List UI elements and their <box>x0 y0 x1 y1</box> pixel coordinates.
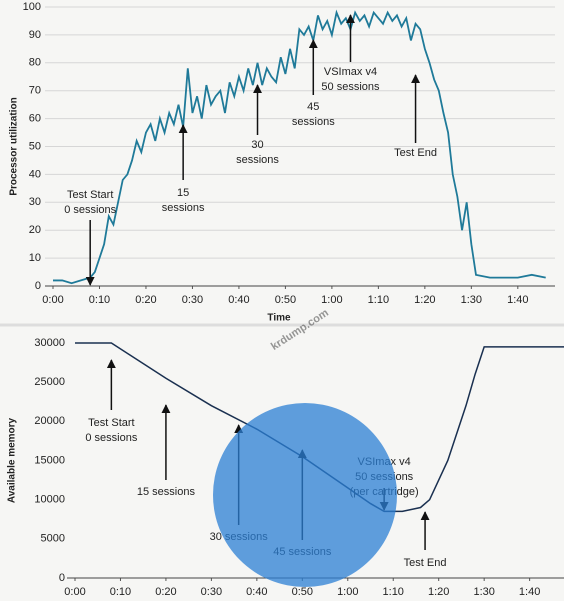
annotation: Test Start <box>67 189 113 201</box>
y-tick-label: 90 <box>29 29 41 41</box>
x-tick-label: 0:20 <box>155 586 176 598</box>
x-tick-label: 0:00 <box>64 586 85 598</box>
annotation: VSImax v4 <box>324 66 377 78</box>
data-line <box>53 9 546 285</box>
annotation: 45 <box>307 101 319 113</box>
annotation: 50 sessions <box>321 81 380 93</box>
x-tick-label: 1:10 <box>368 294 389 306</box>
x-tick-label: 0:00 <box>42 294 63 306</box>
annotation: Test End <box>404 557 447 569</box>
annotation: 0 sessions <box>64 204 116 216</box>
x-tick-label: 0:10 <box>89 294 110 306</box>
x-tick-label: 0:10 <box>110 586 131 598</box>
y-tick-label: 30000 <box>34 337 65 349</box>
annotation: sessions <box>236 154 279 166</box>
y-tick-label: 70 <box>29 85 41 97</box>
y-tick-label: 0 <box>35 280 41 292</box>
y-tick-label: 10 <box>29 252 41 264</box>
x-tick-label: 0:50 <box>275 294 296 306</box>
x-tick-label: 0:30 <box>182 294 203 306</box>
y-tick-label: 100 <box>23 1 41 13</box>
y-tick-label: 20 <box>29 224 41 236</box>
y-tick-label: 50 <box>29 140 41 152</box>
x-axis-label: Time <box>267 313 291 324</box>
annotation: sessions <box>292 116 335 128</box>
x-tick-label: 1:20 <box>428 586 449 598</box>
annotation: 30 <box>251 139 263 151</box>
x-tick-label: 1:40 <box>507 294 528 306</box>
y-tick-label: 0 <box>59 572 65 584</box>
y-tick-label: 5000 <box>41 533 65 545</box>
annotation: 15 sessions <box>137 486 196 498</box>
x-tick-label: 1:20 <box>414 294 435 306</box>
x-tick-label: 0:30 <box>201 586 222 598</box>
x-tick-label: 1:00 <box>321 294 342 306</box>
x-tick-label: 1:30 <box>461 294 482 306</box>
y-tick-label: 20000 <box>34 415 65 427</box>
x-tick-label: 0:20 <box>135 294 156 306</box>
annotation: Test End <box>394 147 437 159</box>
y-axis-label: Processor utilization <box>9 97 20 195</box>
annotation: 0 sessions <box>85 432 137 444</box>
x-tick-label: 1:10 <box>383 586 404 598</box>
annotation: 15 <box>177 187 189 199</box>
x-tick-label: 0:40 <box>246 586 267 598</box>
annotation: sessions <box>162 202 205 214</box>
y-tick-label: 10000 <box>34 494 65 506</box>
y-tick-label: 30 <box>29 196 41 208</box>
y-tick-label: 15000 <box>34 454 65 466</box>
x-tick-label: 1:00 <box>337 586 358 598</box>
x-tick-label: 0:40 <box>228 294 249 306</box>
logo <box>213 403 397 587</box>
x-tick-label: 1:40 <box>519 586 540 598</box>
x-tick-label: 1:30 <box>473 586 494 598</box>
y-tick-label: 80 <box>29 57 41 69</box>
annotation: Test Start <box>88 417 134 429</box>
y-axis-label: Available memory <box>7 417 18 503</box>
y-tick-label: 40 <box>29 168 41 180</box>
x-tick-label: 0:50 <box>292 586 313 598</box>
y-tick-label: 25000 <box>34 376 65 388</box>
y-tick-label: 60 <box>29 113 41 125</box>
